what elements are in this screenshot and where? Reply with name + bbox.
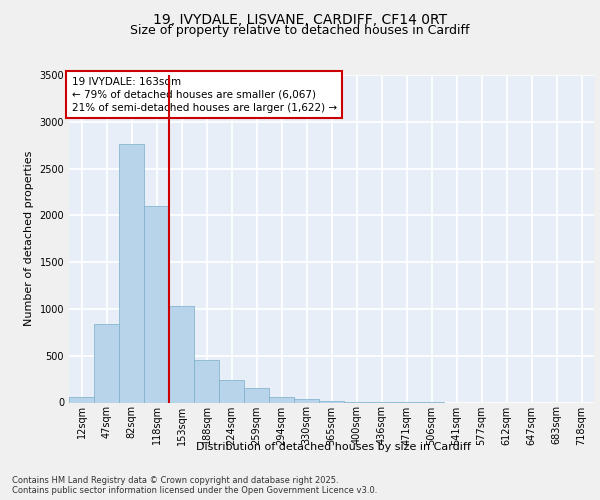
Y-axis label: Number of detached properties: Number of detached properties — [24, 151, 34, 326]
Bar — [269, 397, 294, 402]
Bar — [119, 144, 144, 403]
Bar — [94, 324, 119, 402]
Text: Distribution of detached houses by size in Cardiff: Distribution of detached houses by size … — [196, 442, 470, 452]
Bar — [169, 306, 194, 402]
Text: 19, IVYDALE, LISVANE, CARDIFF, CF14 0RT: 19, IVYDALE, LISVANE, CARDIFF, CF14 0RT — [153, 12, 447, 26]
Text: Contains HM Land Registry data © Crown copyright and database right 2025.
Contai: Contains HM Land Registry data © Crown c… — [12, 476, 377, 495]
Bar — [144, 206, 169, 402]
Bar — [194, 360, 219, 403]
Text: Size of property relative to detached houses in Cardiff: Size of property relative to detached ho… — [130, 24, 470, 37]
Text: 19 IVYDALE: 163sqm
← 79% of detached houses are smaller (6,067)
21% of semi-deta: 19 IVYDALE: 163sqm ← 79% of detached hou… — [71, 76, 337, 113]
Bar — [69, 398, 94, 402]
Bar — [244, 388, 269, 402]
Bar — [294, 399, 319, 402]
Bar — [319, 401, 344, 402]
Bar — [219, 380, 244, 402]
